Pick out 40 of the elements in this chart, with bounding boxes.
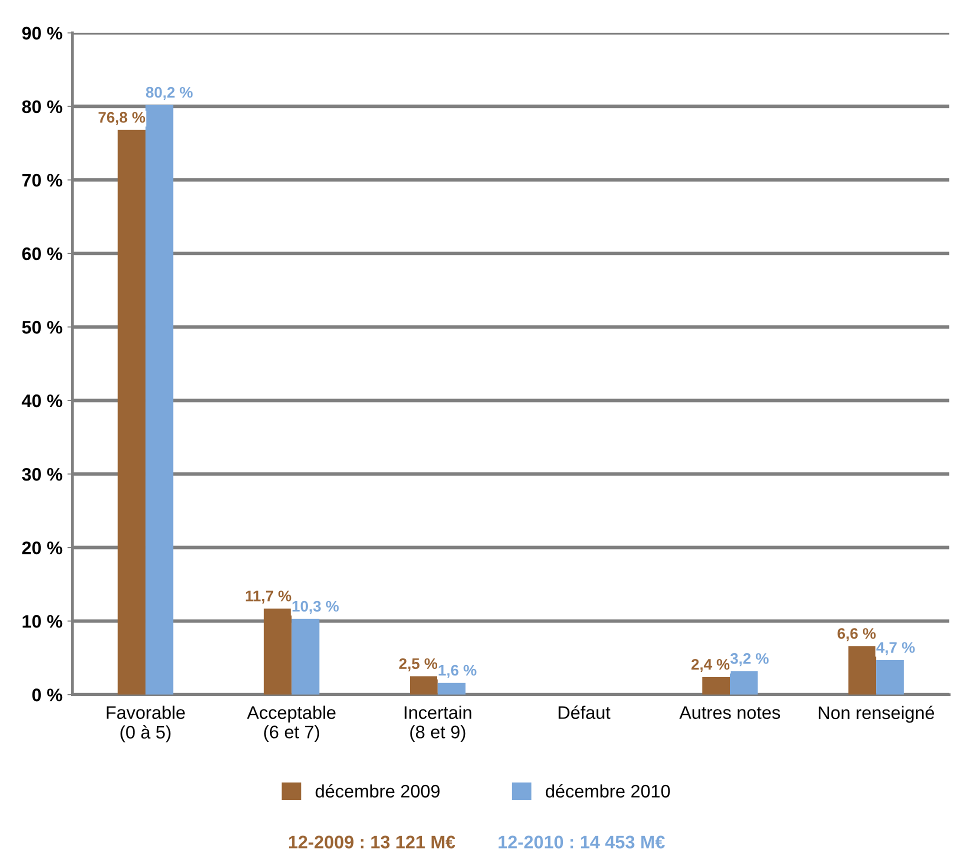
data-label: 1,6 % — [438, 664, 476, 678]
x-tick-label: Incertain (8 et 9) — [404, 706, 472, 742]
x-tick-label: Défaut — [558, 705, 610, 719]
data-label: 76,8 % — [98, 112, 146, 125]
data-label: 4,7 % — [876, 642, 915, 656]
bar — [292, 618, 320, 695]
x-tick-label: Favorable (0 à 5) — [106, 706, 185, 742]
y-tick-label: 70 % — [22, 174, 62, 187]
x-tick-label: Non renseigné — [818, 706, 934, 723]
bar — [118, 130, 146, 695]
data-label: 3,2 % — [730, 653, 769, 666]
bar — [145, 104, 174, 695]
data-label: 2,4 % — [691, 658, 730, 672]
data-label: 2,5 % — [399, 658, 438, 672]
data-label: 10,3 % — [292, 600, 339, 614]
bar — [702, 676, 730, 695]
y-tick-label: 30 % — [22, 468, 62, 481]
y-tick-label: 50 % — [22, 320, 62, 334]
y-tick-label: 40 % — [22, 394, 62, 408]
text: 12-2010 : 14 453 M€ — [498, 836, 665, 848]
x-tick-label: Autres notes — [679, 706, 780, 719]
bar — [438, 682, 466, 695]
legend-label: décembre 2009 — [316, 784, 440, 798]
data-label: 80,2 % — [146, 86, 193, 100]
bar — [848, 646, 876, 695]
bar — [876, 660, 904, 695]
bar — [264, 608, 292, 695]
data-label: 11,7 % — [246, 590, 292, 604]
y-tick-label: 10 % — [22, 615, 62, 628]
y-tick-label: 90 % — [22, 26, 62, 40]
bar — [730, 671, 758, 695]
data-label: 6,6 % — [838, 628, 876, 642]
text: 12-2009 : 13 121 M€ — [289, 836, 456, 848]
y-tick-label: 0 % — [32, 688, 62, 702]
y-tick-label: 60 % — [22, 247, 62, 260]
bar — [410, 676, 438, 695]
y-tick-label: 80 % — [22, 100, 62, 114]
y-tick-label: 20 % — [22, 541, 62, 554]
x-tick-label: Acceptable (6 et 7) — [246, 706, 336, 742]
legend-label: décembre 2010 — [546, 784, 670, 798]
